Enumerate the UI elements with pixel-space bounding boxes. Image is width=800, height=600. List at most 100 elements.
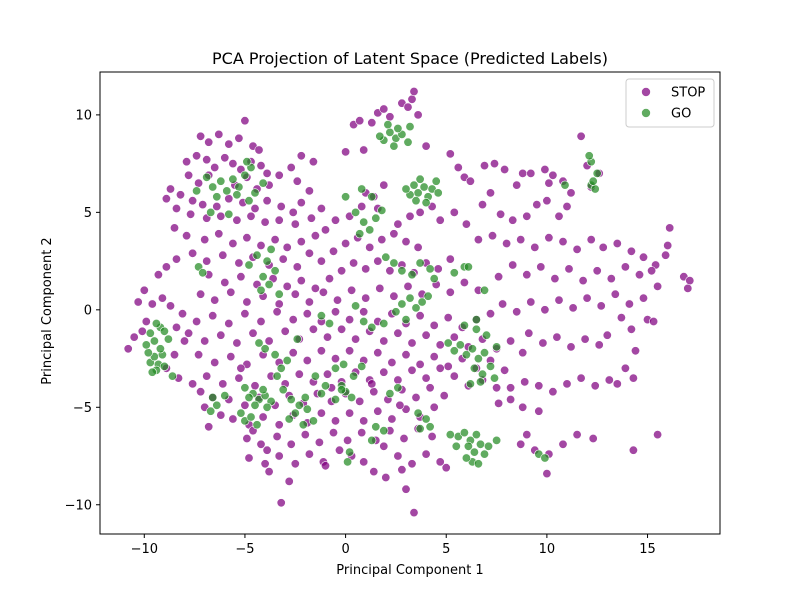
data-point-stop <box>186 209 196 219</box>
data-point-go <box>405 122 415 132</box>
data-point-stop <box>379 336 389 346</box>
data-point-stop <box>192 316 202 326</box>
points-layer <box>123 87 695 518</box>
data-point-stop <box>518 348 528 358</box>
data-point-go <box>347 392 357 402</box>
data-point-stop <box>516 439 526 449</box>
data-point-stop <box>240 400 250 410</box>
data-point-go <box>467 344 477 354</box>
data-point-stop <box>330 416 340 426</box>
data-point-go <box>256 285 266 295</box>
data-point-go <box>469 447 479 457</box>
data-point-go <box>159 361 169 371</box>
data-point-stop <box>683 283 693 293</box>
data-point-stop <box>240 116 250 126</box>
data-point-stop <box>508 215 518 225</box>
data-point-stop <box>532 200 542 210</box>
data-point-stop <box>459 277 469 287</box>
data-point-go <box>250 400 260 410</box>
data-point-go <box>254 338 264 348</box>
data-point-stop <box>421 373 431 383</box>
data-point-stop <box>427 431 437 441</box>
data-point-stop <box>415 207 425 217</box>
data-point-go <box>208 392 218 402</box>
data-point-stop <box>628 445 638 455</box>
data-point-stop <box>540 305 550 315</box>
data-point-stop <box>550 274 560 284</box>
data-point-stop <box>328 246 338 256</box>
data-point-go <box>145 328 155 338</box>
data-point-stop <box>178 309 188 319</box>
data-point-go <box>377 205 387 215</box>
data-point-stop <box>324 274 334 284</box>
data-point-stop <box>389 291 399 301</box>
data-point-stop <box>282 281 292 291</box>
data-point-go <box>292 334 302 344</box>
data-point-go <box>379 318 389 328</box>
data-point-stop <box>286 163 296 173</box>
data-point-stop <box>449 332 459 342</box>
data-point-stop <box>250 204 260 214</box>
data-point-stop <box>210 163 220 173</box>
data-point-stop <box>170 350 180 360</box>
data-point-stop <box>218 379 228 389</box>
data-point-go <box>383 120 393 130</box>
data-point-go <box>371 422 381 432</box>
data-point-stop <box>320 461 330 471</box>
data-point-go <box>284 414 294 424</box>
data-point-go <box>471 324 481 334</box>
data-point-stop <box>548 170 558 180</box>
data-point-stop <box>566 342 576 352</box>
data-point-stop <box>157 293 167 303</box>
data-point-stop <box>389 229 399 239</box>
data-point-go <box>479 348 489 358</box>
data-point-go <box>481 330 491 340</box>
data-point-go <box>345 447 355 457</box>
data-point-stop <box>361 264 371 274</box>
data-point-stop <box>359 416 369 426</box>
data-point-stop <box>182 157 192 167</box>
data-point-stop <box>429 402 439 412</box>
data-point-stop <box>341 239 351 249</box>
data-point-stop <box>328 428 338 438</box>
data-point-go <box>473 354 483 364</box>
data-point-go <box>274 289 284 299</box>
data-point-stop <box>449 207 459 217</box>
data-point-go <box>341 192 351 202</box>
data-point-stop <box>228 239 238 249</box>
data-point-stop <box>200 235 210 245</box>
data-point-stop <box>153 270 163 280</box>
chart-title: PCA Projection of Latent Space (Predicte… <box>212 49 608 68</box>
data-point-stop <box>224 318 234 328</box>
data-point-stop <box>524 328 534 338</box>
data-point-go <box>282 355 292 365</box>
data-point-go <box>302 404 312 414</box>
data-point-stop <box>568 303 578 313</box>
data-point-go <box>485 361 495 371</box>
data-point-stop <box>304 449 314 459</box>
data-point-stop <box>461 219 471 229</box>
data-point-stop <box>258 412 268 422</box>
data-point-stop <box>202 155 212 165</box>
data-point-go <box>461 453 471 463</box>
data-point-go <box>449 268 459 278</box>
data-point-go <box>393 383 403 393</box>
data-point-stop <box>379 367 389 377</box>
data-point-go <box>592 168 602 178</box>
data-point-stop <box>224 139 234 149</box>
data-point-stop <box>379 180 389 190</box>
data-point-stop <box>542 196 552 206</box>
data-point-stop <box>441 463 451 473</box>
data-point-stop <box>310 283 320 293</box>
data-point-go <box>459 320 469 330</box>
data-point-go <box>224 209 234 219</box>
x-tick-label: 15 <box>639 542 656 557</box>
data-point-stop <box>172 204 182 214</box>
data-point-stop <box>610 289 620 299</box>
data-point-go <box>401 184 411 194</box>
data-point-stop <box>288 207 298 217</box>
data-point-go <box>449 346 459 356</box>
data-point-go <box>459 428 469 438</box>
data-point-go <box>339 359 349 369</box>
data-point-go <box>286 394 296 404</box>
